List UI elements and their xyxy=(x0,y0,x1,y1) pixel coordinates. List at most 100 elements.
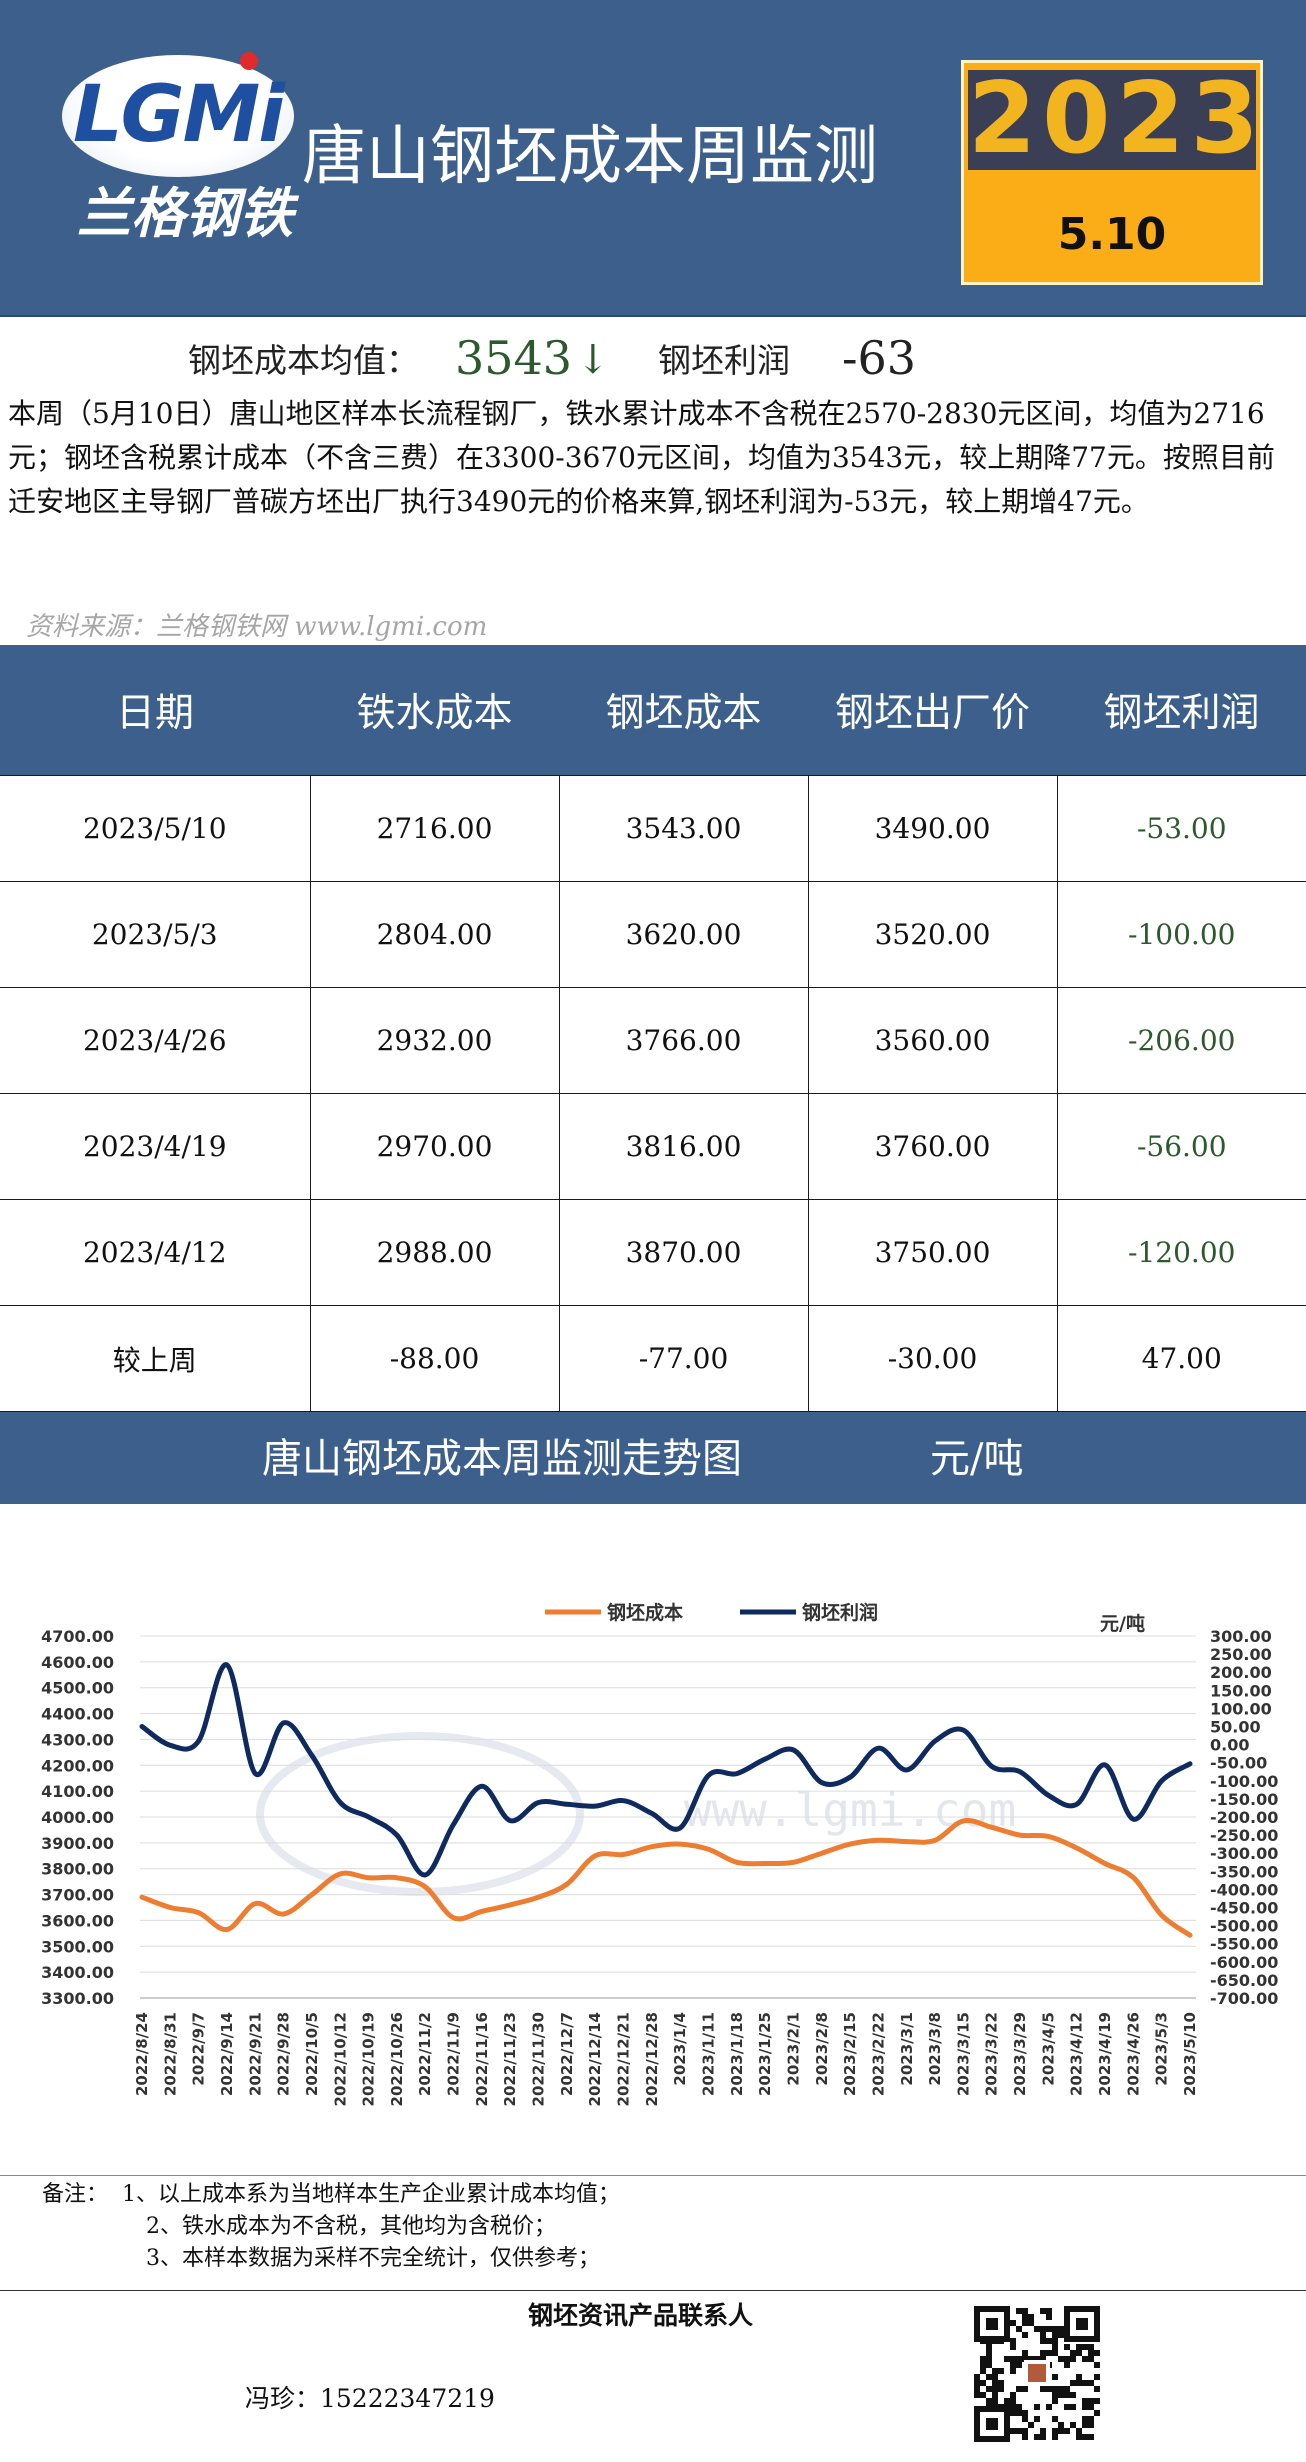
y-right-tick-label: 150.00 xyxy=(1210,1681,1272,1700)
data-point xyxy=(537,1801,541,1805)
data-point xyxy=(706,1847,710,1851)
y-right-tick-label: 50.00 xyxy=(1210,1718,1261,1737)
avg-cost-value: 3543 xyxy=(455,331,573,385)
data-point xyxy=(367,1815,371,1819)
cell-billet-profit: -120.00 xyxy=(1056,1199,1306,1306)
data-point xyxy=(253,1902,257,1906)
cell-billet-profit: -53.00 xyxy=(1056,775,1306,882)
logo-badge xyxy=(62,55,294,177)
y-left-tick-label: 4700.00 xyxy=(41,1627,114,1646)
table-row: 2023/4/12 2988.00 3870.00 3750.00 -120.0… xyxy=(0,1199,1306,1306)
data-point xyxy=(961,1728,965,1732)
data-point xyxy=(593,1854,597,1858)
x-tick-label: 2023/2/15 xyxy=(841,2012,859,2096)
data-point xyxy=(537,1895,541,1899)
y-left-tick-label: 4200.00 xyxy=(41,1756,114,1775)
y-left-tick-label: 3300.00 xyxy=(41,1989,114,2008)
x-tick-label: 2023/3/29 xyxy=(1011,2012,1029,2096)
data-point xyxy=(395,1876,399,1880)
data-point xyxy=(140,1895,144,1899)
y-right-tick-label: -450.00 xyxy=(1210,1899,1278,1918)
data-point xyxy=(1046,1834,1050,1838)
x-tick-label: 2022/11/9 xyxy=(445,2012,463,2096)
y-right-tick-label: -100.00 xyxy=(1210,1772,1278,1791)
note-item: 3、本样本数据为采样不完全统计，仅供参考； xyxy=(146,2246,600,2271)
x-tick-label: 2023/5/3 xyxy=(1153,2012,1171,2086)
y-right-tick-label: -300.00 xyxy=(1210,1844,1278,1863)
cell-date: 2023/4/26 xyxy=(0,987,311,1094)
table-row: 2023/5/3 2804.00 3620.00 3520.00 -100.00 xyxy=(0,881,1306,988)
data-point xyxy=(565,1882,569,1886)
contact-person: 冯珍：15222347219 xyxy=(245,2384,495,2413)
y-right-tick-label: -650.00 xyxy=(1210,1971,1278,1990)
data-point xyxy=(1103,1862,1107,1866)
data-point xyxy=(876,1838,880,1842)
y-right-tick-label: -400.00 xyxy=(1210,1880,1278,1899)
x-tick-label: 2023/1/4 xyxy=(671,2012,689,2086)
data-point xyxy=(933,1838,937,1842)
data-point xyxy=(990,1764,994,1768)
y-right-tick-label: 100.00 xyxy=(1210,1699,1272,1718)
chart-unit-label: 元/吨 xyxy=(1100,1612,1145,1635)
chart-unit: 元/吨 xyxy=(930,1436,1024,1482)
data-point xyxy=(650,1845,654,1849)
logo-chinese-name: 兰格钢铁 xyxy=(77,181,293,245)
cell-billet-profit: 47.00 xyxy=(1056,1305,1306,1412)
table-row: 2023/5/10 2716.00 3543.00 3490.00 -53.00 xyxy=(0,775,1306,882)
x-tick-label: 2022/12/21 xyxy=(615,2012,633,2106)
cell-date: 2023/5/3 xyxy=(0,881,311,988)
data-point xyxy=(367,1876,371,1880)
profit-value: -63 xyxy=(842,331,917,385)
cell-billet-price: -30.00 xyxy=(807,1305,1058,1412)
contact-divider xyxy=(0,2290,1306,2291)
data-point xyxy=(1046,1793,1050,1797)
data-point xyxy=(1018,1833,1022,1837)
logo: LGMi xyxy=(72,70,285,160)
cell-date: 2023/5/10 xyxy=(0,775,311,882)
data-point xyxy=(848,1775,852,1779)
data-point xyxy=(1188,1933,1192,1937)
x-tick-label: 2022/11/16 xyxy=(473,2012,491,2106)
x-tick-label: 2022/11/30 xyxy=(530,2012,548,2106)
x-tick-label: 2022/9/14 xyxy=(218,2012,236,2096)
cell-iron-cost: 2988.00 xyxy=(309,1199,560,1306)
data-point xyxy=(508,1819,512,1823)
cell-billet-price: 3760.00 xyxy=(807,1093,1058,1200)
data-point xyxy=(1188,1762,1192,1766)
data-point xyxy=(282,1721,286,1725)
y-left-tick-label: 3400.00 xyxy=(41,1963,114,1982)
x-tick-label: 2023/3/15 xyxy=(954,2012,972,2096)
data-point xyxy=(1160,1779,1164,1783)
cell-billet-profit: -206.00 xyxy=(1056,987,1306,1094)
x-tick-label: 2022/11/2 xyxy=(416,2012,434,2096)
data-point xyxy=(763,1757,767,1761)
data-point xyxy=(282,1912,286,1916)
data-point xyxy=(480,1909,484,1913)
x-tick-label: 2023/3/8 xyxy=(926,2012,944,2086)
data-point xyxy=(225,1663,229,1667)
y-right-tick-label: 200.00 xyxy=(1210,1663,1272,1682)
data-point xyxy=(622,1852,626,1856)
data-point xyxy=(791,1748,795,1752)
cell-billet-price: 3490.00 xyxy=(807,775,1058,882)
cost-table: 日期 铁水成本 钢坯成本 钢坯出厂价 钢坯利润 2023/5/10 2716.0… xyxy=(0,645,1306,1412)
x-tick-label: 2023/2/1 xyxy=(784,2012,802,2086)
year-text: 2023 xyxy=(968,62,1265,176)
data-point xyxy=(593,1804,597,1808)
x-tick-label: 2022/9/28 xyxy=(275,2012,293,2096)
x-tick-label: 2022/8/24 xyxy=(133,2012,151,2096)
y-right-tick-label: -700.00 xyxy=(1210,1989,1278,2008)
x-tick-label: 2022/12/14 xyxy=(586,2012,604,2106)
x-tick-label: 2023/4/12 xyxy=(1068,2012,1086,2096)
y-right-tick-label: -550.00 xyxy=(1210,1935,1278,1954)
notes-label: 备注： xyxy=(42,2182,109,2207)
header-date: 日期 xyxy=(0,645,310,776)
data-point xyxy=(423,1873,427,1877)
cell-billet-profit: -56.00 xyxy=(1056,1093,1306,1200)
x-tick-label: 2023/5/10 xyxy=(1181,2012,1199,2096)
cell-billet-cost: -77.00 xyxy=(558,1305,809,1412)
data-point xyxy=(678,1842,682,1846)
data-point xyxy=(1131,1876,1135,1880)
y-left-tick-label: 3900.00 xyxy=(41,1834,114,1853)
